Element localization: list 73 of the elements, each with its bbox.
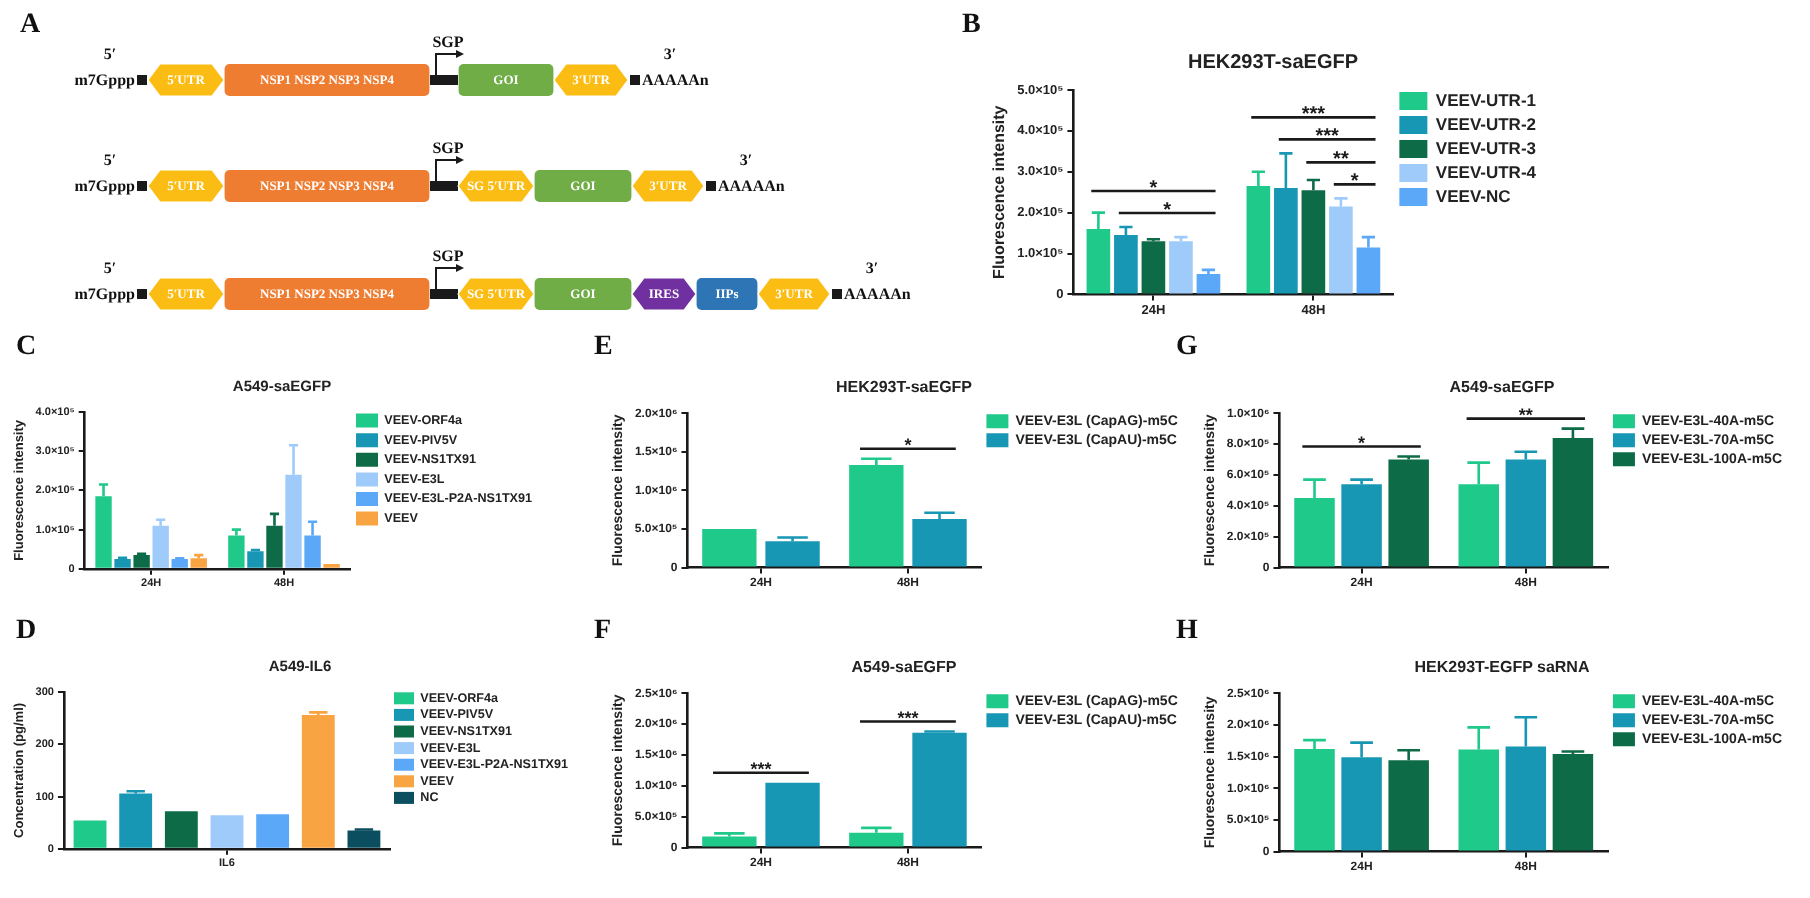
bar: [1169, 241, 1193, 294]
annotation: *: [1350, 171, 1359, 194]
legend-label: VEEV-UTR-3: [1435, 137, 1537, 158]
text: 3′: [865, 259, 879, 277]
bar: [73, 820, 107, 848]
y-axis-title: Fluorescence intensity: [990, 104, 1009, 279]
legend-label: VEEV-UTR-4: [1435, 161, 1537, 182]
bar: [702, 836, 757, 847]
bar: [133, 555, 150, 568]
bar: [1341, 484, 1382, 567]
bar: [1196, 273, 1221, 294]
text: 5′: [103, 259, 117, 277]
bar: [171, 559, 188, 568]
text: m7Gppp: [74, 71, 137, 89]
bar: [152, 525, 169, 568]
chart-title: A549-saEGFP: [1449, 378, 1556, 397]
legend-label: VEEV-UTR-1: [1435, 89, 1537, 110]
text: m7Gppp: [74, 177, 137, 195]
text: D: [16, 616, 37, 646]
text: H: [1176, 616, 1198, 646]
bar: [912, 732, 967, 847]
chart-title: HEK293T-saEGFP: [835, 378, 974, 397]
chart-title: A549-saEGFP: [851, 658, 958, 677]
text: C: [16, 332, 37, 362]
annotation: ***: [1315, 126, 1340, 149]
bar: [702, 529, 757, 567]
text: E: [594, 332, 613, 362]
annotation: **: [1333, 149, 1349, 172]
text: 3′: [663, 45, 677, 63]
bar: [765, 541, 820, 567]
annotation: *: [1358, 433, 1367, 454]
text: 3′: [739, 151, 753, 169]
text: m7Gppp: [74, 285, 137, 303]
bar: [256, 814, 290, 848]
text: AAAAAn: [718, 177, 786, 195]
text: A: [20, 10, 41, 40]
bar: [247, 551, 264, 568]
bar: [1388, 459, 1429, 567]
text: SGP: [432, 33, 464, 51]
bar: [210, 815, 244, 848]
bar: [849, 832, 904, 847]
text: AAAAAn: [642, 71, 710, 89]
bar: [849, 464, 904, 567]
text: 5′: [103, 151, 117, 169]
annotation: *: [1163, 199, 1172, 222]
chart-title: HEK293T-saEGFP: [1187, 51, 1359, 74]
annotation: ***: [897, 708, 920, 729]
text: F: [594, 616, 612, 646]
annotation: ***: [1301, 104, 1326, 127]
bar: [114, 559, 131, 568]
bar: [119, 793, 153, 848]
bar: [912, 518, 967, 567]
bar: [164, 811, 198, 848]
text: AAAAAn: [844, 285, 912, 303]
bar: [301, 715, 335, 848]
annotation: *: [1149, 177, 1158, 200]
bar: [228, 535, 245, 568]
annotation: **: [1518, 405, 1534, 426]
text: SGP: [432, 247, 464, 265]
text: 5′: [103, 45, 117, 63]
text: G: [1176, 332, 1198, 362]
bar: [1141, 241, 1166, 294]
annotation: ***: [750, 759, 773, 780]
bar: [347, 830, 381, 848]
bar: [190, 558, 207, 568]
legend-label: VEEV-UTR-2: [1435, 113, 1537, 134]
bar: [765, 782, 820, 847]
chart-title: HEK293T-EGFP saRNA: [1414, 658, 1590, 677]
text: SGP: [432, 139, 464, 157]
text: B: [962, 10, 981, 40]
bar: [1505, 459, 1547, 567]
legend-label: VEEV-NC: [1435, 185, 1511, 206]
annotation: *: [904, 435, 913, 456]
